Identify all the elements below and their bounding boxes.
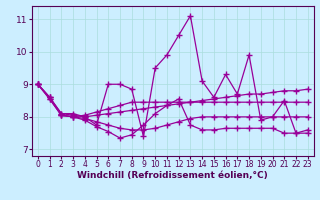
X-axis label: Windchill (Refroidissement éolien,°C): Windchill (Refroidissement éolien,°C) — [77, 171, 268, 180]
